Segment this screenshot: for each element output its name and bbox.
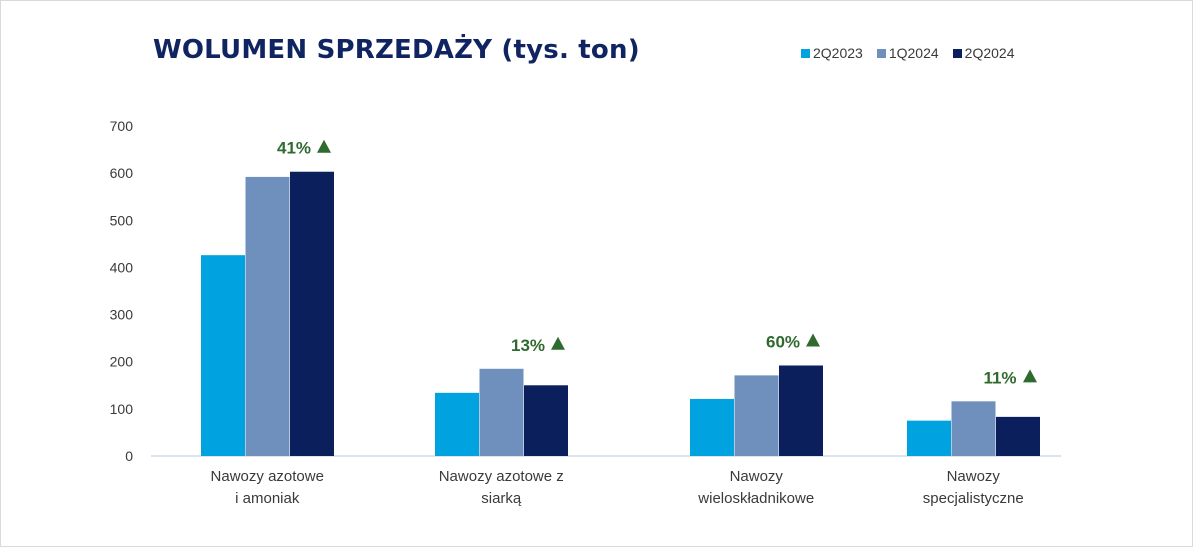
category-label: Nawozy	[947, 468, 1001, 485]
bar-1Q2024-cat-2	[734, 375, 779, 456]
category-label: i amoniak	[235, 490, 300, 507]
bar-2Q2023-cat-0	[201, 255, 245, 456]
up-arrow-icon	[317, 139, 331, 153]
y-tick-label: 600	[110, 165, 134, 181]
category-label: Nawozy azotowe	[211, 468, 324, 485]
legend-swatch-series-2	[952, 48, 962, 58]
legend-item-series-2: 2Q2024	[952, 45, 1015, 61]
chart-title: WOLUMEN SPRZEDAŻY (tys. ton)	[153, 35, 640, 65]
up-arrow-icon	[1023, 369, 1037, 383]
growth-label: 60%	[766, 332, 800, 351]
growth-label: 13%	[511, 336, 545, 355]
legend-label-series-2: 2Q2024	[964, 45, 1015, 61]
growth-label: 41%	[277, 139, 311, 158]
category-label: siarką	[481, 490, 522, 507]
category-label: Nawozy	[730, 468, 784, 485]
y-tick-label: 500	[110, 212, 134, 228]
category-label: Nawozy azotowe z	[439, 468, 564, 485]
up-arrow-icon	[551, 336, 565, 350]
growth-label: 11%	[983, 368, 1016, 387]
legend-swatch-series-0	[801, 48, 810, 58]
up-arrow-icon	[806, 333, 820, 347]
bar-2Q2024-cat-1	[524, 385, 568, 456]
bar-2Q2023-cat-3	[907, 420, 951, 456]
legend-item-series-1: 1Q2024	[876, 45, 939, 61]
category-label: wieloskładnikowe	[697, 490, 814, 507]
bar-1Q2024-cat-0	[245, 176, 290, 456]
bar-1Q2024-cat-1	[479, 368, 524, 456]
bar-2Q2023-cat-2	[690, 398, 734, 456]
y-tick-label: 200	[110, 354, 134, 370]
bar-2Q2023-cat-1	[435, 392, 479, 456]
y-tick-label: 700	[110, 118, 134, 134]
legend-label-series-0: 2Q2023	[813, 45, 863, 61]
bar-2Q2024-cat-3	[996, 416, 1040, 456]
bar-2Q2024-cat-0	[290, 171, 334, 456]
category-label: specjalistyczne	[923, 490, 1024, 507]
y-tick-label: 400	[110, 259, 134, 275]
bar-2Q2024-cat-2	[779, 365, 823, 456]
bar-1Q2024-cat-3	[951, 401, 996, 456]
y-tick-label: 100	[110, 401, 134, 417]
y-tick-label: 0	[125, 448, 133, 464]
legend: 2Q2023 1Q2024 2Q2024	[801, 45, 1014, 61]
y-tick-label: 300	[110, 307, 134, 323]
legend-item-series-0: 2Q2023	[801, 45, 863, 61]
legend-swatch-series-1	[876, 48, 886, 58]
legend-label-series-1: 1Q2024	[888, 45, 939, 61]
